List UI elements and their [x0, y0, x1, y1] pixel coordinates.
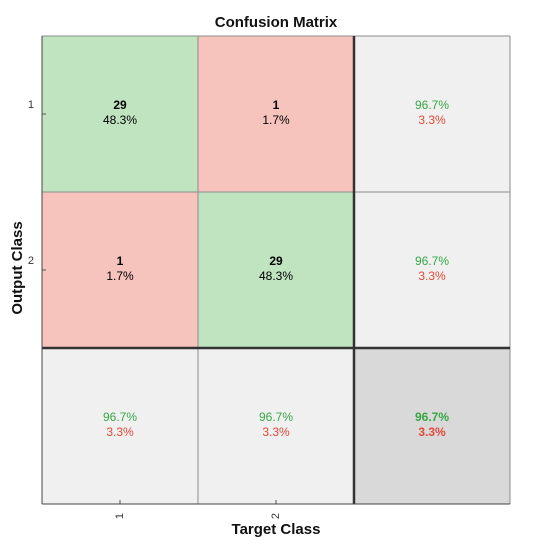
matrix-grid: [41, 35, 511, 505]
x-axis-label: Target Class: [232, 521, 321, 538]
cell-percent: 48.3%: [103, 113, 137, 127]
cell-count: 1: [117, 254, 124, 268]
cell-count: 29: [113, 98, 127, 112]
col-summary-cell: 96.7%3.3%: [198, 348, 354, 504]
col-summary-wrong: 3.3%: [262, 425, 290, 439]
x-tick-label: 1: [114, 513, 126, 519]
matrix-cell-fill: [42, 192, 198, 348]
row-summary-wrong: 3.3%: [418, 269, 446, 283]
matrix-cell-fill: [198, 192, 354, 348]
overall-correct: 96.7%: [415, 410, 449, 424]
overall-wrong: 3.3%: [418, 425, 446, 439]
cell-count: 1: [273, 98, 280, 112]
col-summary-correct: 96.7%: [259, 410, 293, 424]
col-summary-fill: [198, 348, 354, 504]
row-summary-fill: [354, 192, 510, 348]
row-summary-cell: 96.7%3.3%: [354, 192, 510, 348]
x-tick-label: 2: [270, 513, 282, 519]
chart-title: Confusion Matrix: [215, 14, 338, 31]
col-summary-wrong: 3.3%: [106, 425, 134, 439]
axis-ticks: 1 1 2 2: [28, 36, 510, 519]
row-summary-correct: 96.7%: [415, 98, 449, 112]
cell-percent: 48.3%: [259, 269, 293, 283]
cell-count: 29: [269, 254, 283, 268]
y-tick-label: 2: [28, 255, 34, 267]
col-summary-fill: [42, 348, 198, 504]
cell-percent: 1.7%: [106, 269, 134, 283]
matrix-cell-fill: [198, 36, 354, 192]
y-tick-label: 1: [28, 99, 34, 111]
overall-accuracy-fill: [354, 348, 510, 504]
col-summary-correct: 96.7%: [103, 410, 137, 424]
matrix-cell: 11.7%: [198, 36, 354, 192]
overall-accuracy-cell: 96.7%3.3%: [354, 348, 510, 504]
matrix-cells: 2948.3%11.7%11.7%2948.3%96.7%3.3%96.7%3.…: [42, 36, 510, 504]
y-axis-label: Output Class: [9, 221, 26, 314]
matrix-cell-fill: [42, 36, 198, 192]
col-summary-cell: 96.7%3.3%: [42, 348, 198, 504]
matrix-cell: 11.7%: [42, 192, 198, 348]
row-summary-cell: 96.7%3.3%: [354, 36, 510, 192]
row-summary-correct: 96.7%: [415, 254, 449, 268]
row-summary-wrong: 3.3%: [418, 113, 446, 127]
cell-percent: 1.7%: [262, 113, 290, 127]
row-summary-fill: [354, 36, 510, 192]
